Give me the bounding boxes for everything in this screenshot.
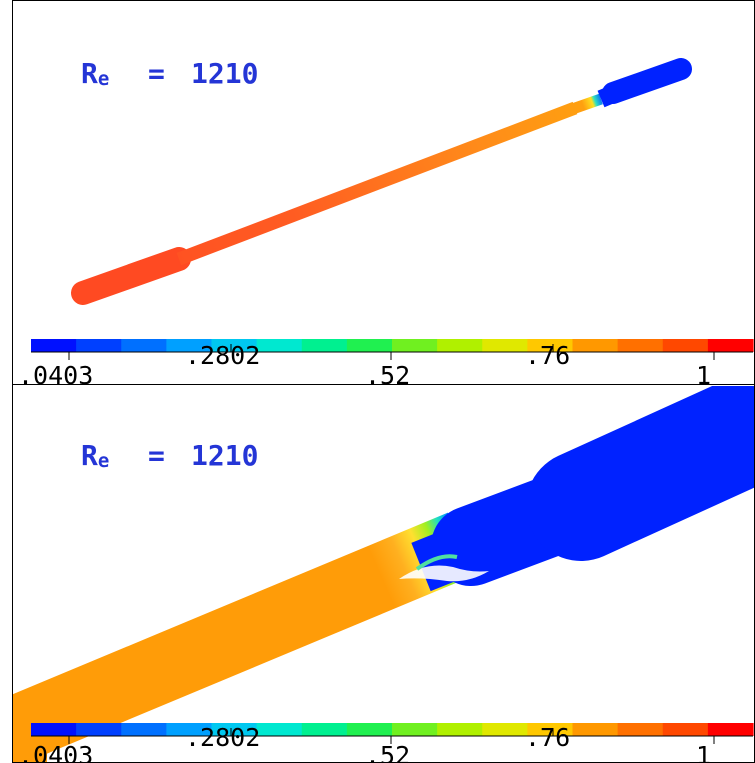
colorbar-cell: [121, 339, 167, 352]
colorbar-cell: [166, 723, 213, 736]
reynolds-equals: =: [148, 57, 165, 90]
colorbar-tick-label: .52: [365, 741, 410, 763]
colorbar-cell: [346, 723, 393, 736]
colorbar-cell: [527, 723, 574, 736]
colorbar-tick-label: .76: [525, 723, 570, 752]
pipe-constriction: [559, 93, 603, 119]
colorbar-cell: [256, 723, 303, 736]
colorbar-cell: [437, 723, 483, 736]
colorbar-cell: [707, 339, 754, 352]
colorbar-ticks: [68, 344, 715, 360]
pipe-corner-fill: [13, 713, 47, 762]
colorbar-cell: [437, 339, 483, 352]
reynolds-symbol: R: [81, 57, 98, 90]
colorbar-cells: [31, 339, 754, 352]
reynolds-equals: =: [148, 439, 165, 472]
colorbar-cell: [662, 339, 709, 352]
colorbar-cell: [166, 339, 213, 352]
colorbar: .0403 .2802 .52 .76 1: [18, 339, 754, 385]
colorbar-cell: [527, 339, 574, 352]
colorbar-cell: [392, 723, 438, 736]
colorbar-cell: [121, 723, 167, 736]
reynolds-value: 1210: [191, 439, 258, 472]
colorbar-cell: [482, 723, 528, 736]
colorbar-ticks: [68, 728, 715, 744]
reynolds-label: Re: [81, 439, 109, 472]
reynolds-value: 1210: [191, 57, 258, 90]
pipe-outlet-section: [526, 386, 754, 561]
reynolds-label: Re: [81, 57, 109, 90]
pipe-main-section: [176, 101, 578, 266]
colorbar-cell: [572, 339, 619, 352]
colorbar-cell: [662, 723, 709, 736]
contour-panel-overview: Re = 1210 .0403 .2802 .52 .7: [12, 0, 755, 385]
colorbar-cell: [301, 339, 348, 352]
colorbar-cell: [707, 723, 754, 736]
colorbar-cell: [301, 723, 348, 736]
colorbar-cell: [482, 339, 528, 352]
colorbar-cell: [256, 339, 303, 352]
colorbar-tick-label-max: 1: [696, 741, 711, 763]
constriction-transition-band: [415, 554, 458, 571]
reynolds-subscript: e: [98, 450, 109, 472]
colorbar-cell: [76, 339, 122, 352]
pipe-geometry: [71, 58, 692, 305]
colorbar-cell: [572, 723, 619, 736]
colorbar-cell: [392, 339, 438, 352]
colorbar-cell: [617, 723, 664, 736]
colorbar-cell: [31, 339, 77, 352]
pipe-inlet-section: [71, 247, 191, 305]
colorbar-tick-label: .52: [365, 361, 410, 385]
reynolds-symbol: R: [81, 439, 98, 472]
colorbar-cell: [211, 339, 258, 352]
colorbar-tick-label: .2802: [185, 723, 260, 752]
colorbar-cells: [31, 723, 754, 736]
colorbar-tick-label: .76: [525, 341, 570, 370]
colorbar-tick-label-min: .0403: [18, 361, 93, 385]
colorbar-tick-label-min: .0403: [18, 741, 93, 763]
colorbar: .0403 .2802 .52 .76 1: [18, 723, 754, 763]
reynolds-subscript: e: [98, 68, 109, 90]
colorbar-cell: [617, 339, 664, 352]
colorbar-tick-label: .2802: [185, 341, 260, 370]
colorbar-cell: [211, 723, 258, 736]
contour-panel-zoomed: Re = 1210 .0403 .2802: [12, 384, 755, 763]
colorbar-cell: [31, 723, 77, 736]
colorbar-cell: [76, 723, 122, 736]
colorbar-tick-label-max: 1: [696, 361, 711, 385]
pipe-velocity-plot-overview: Re = 1210 .0403 .2802 .52 .7: [18, 57, 754, 385]
pipe-main-section: [13, 512, 475, 762]
pipe-velocity-plot-zoomed: Re = 1210 .0403 .2802: [13, 386, 754, 763]
pipe-outlet-section: [602, 58, 692, 104]
colorbar-cell: [346, 339, 393, 352]
pipe-geometry-zoomed: [13, 386, 754, 762]
constriction-throat-highlight: [399, 565, 489, 582]
